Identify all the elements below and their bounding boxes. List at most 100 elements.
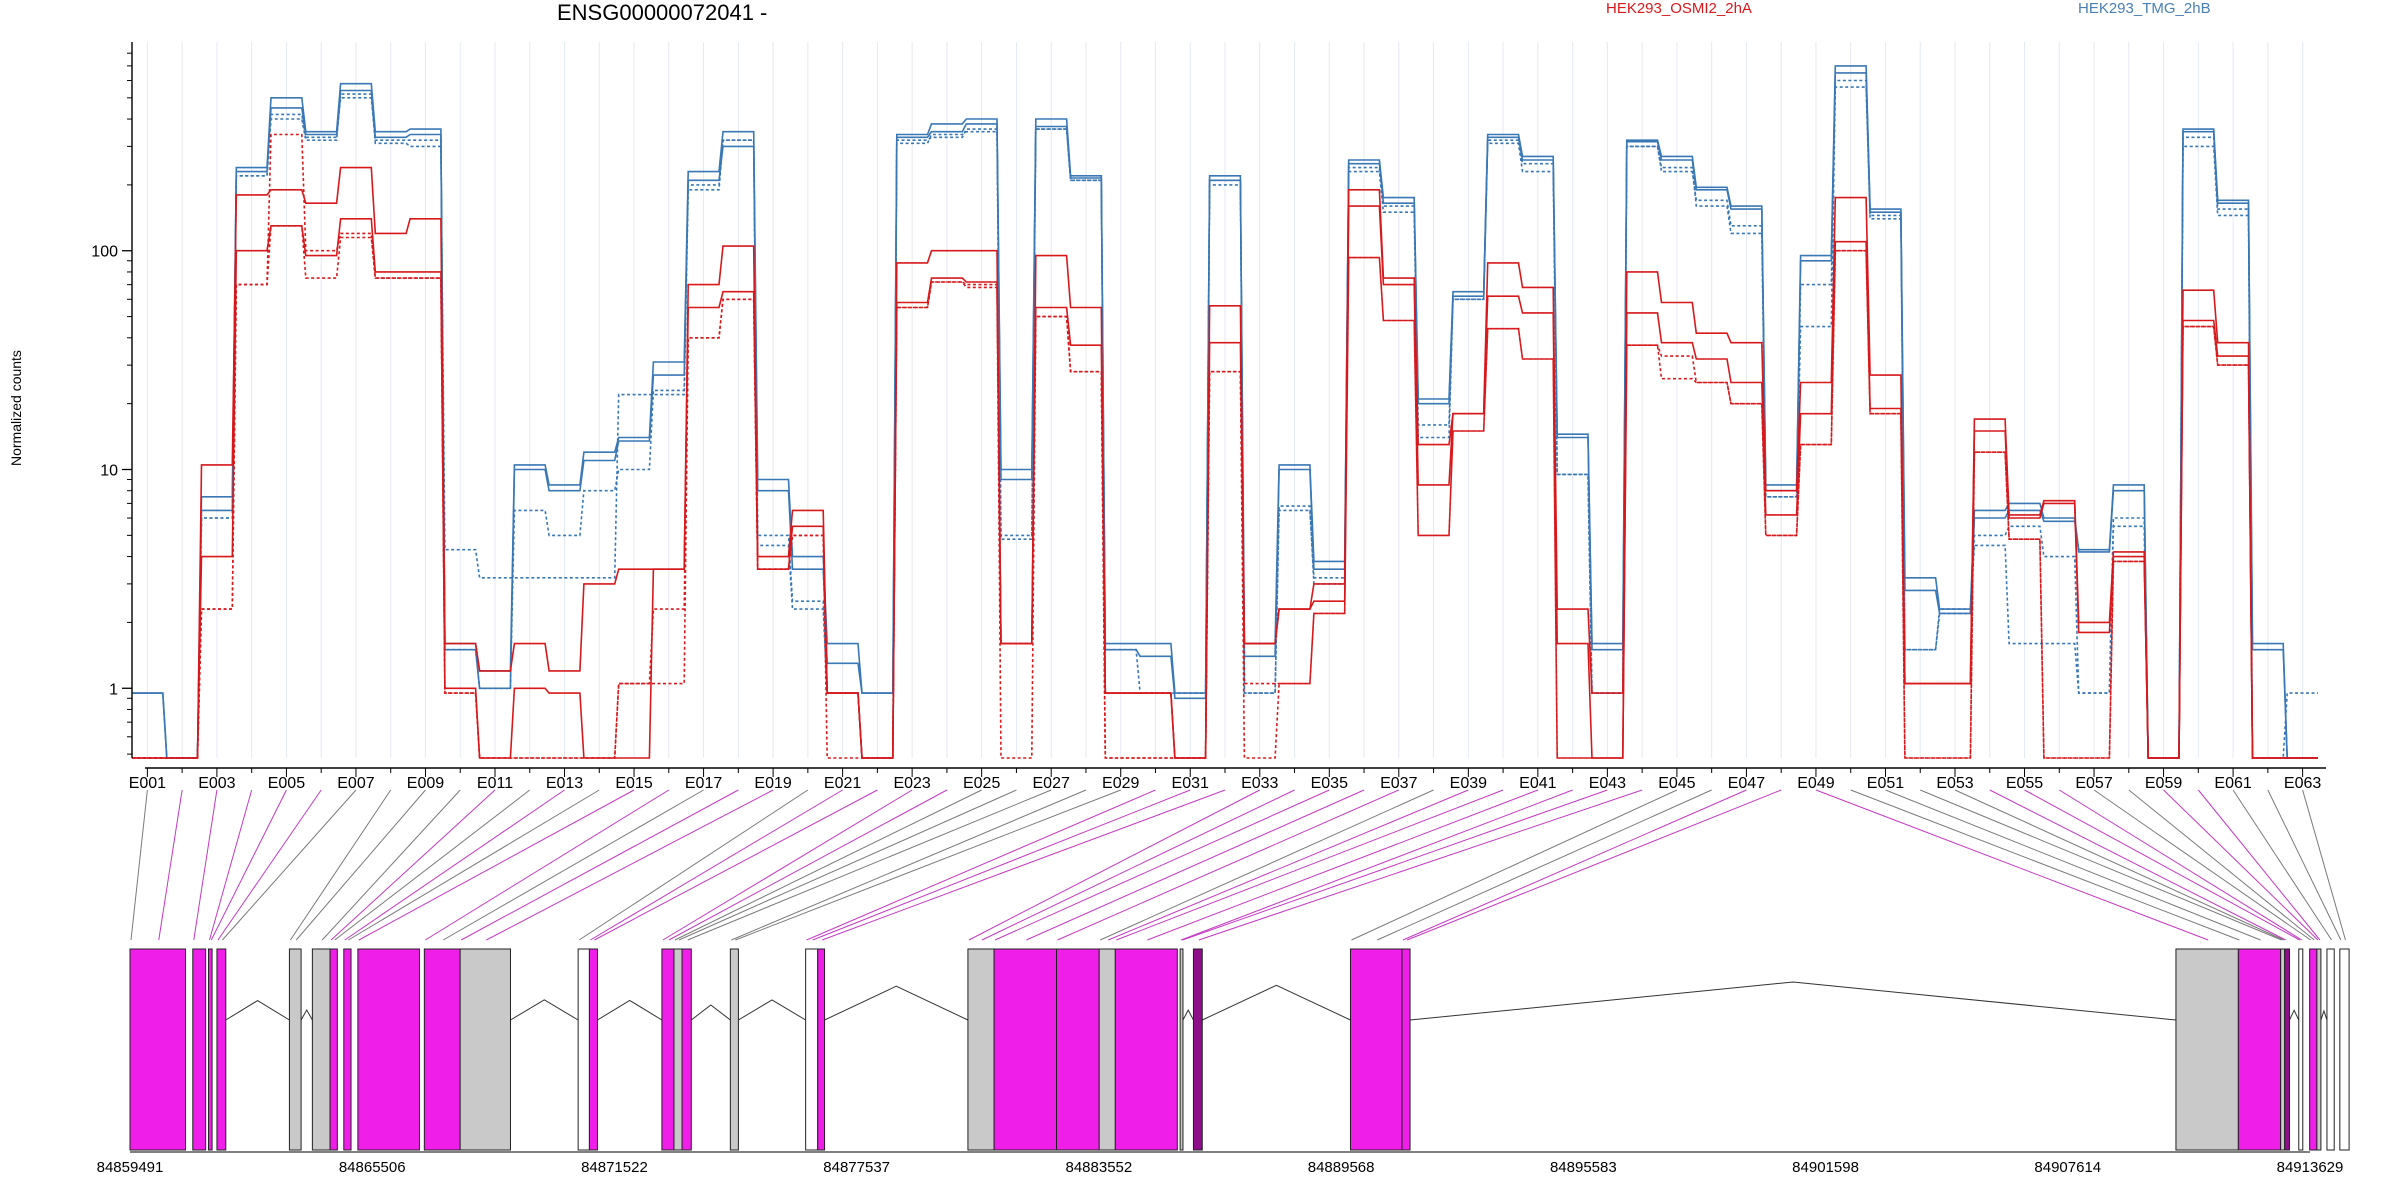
exon-connector <box>806 789 1156 941</box>
genomic-tick-label: 84889568 <box>1308 1159 1375 1176</box>
exon-connector <box>578 789 809 941</box>
exon-connector <box>1954 789 2284 941</box>
intron-line <box>1182 1009 1194 1021</box>
x-tick-label: E039 <box>1450 775 1487 792</box>
exon-connector <box>678 789 1017 941</box>
intron-line <box>690 1004 731 1021</box>
x-tick-label: E045 <box>1658 775 1695 792</box>
exon-connector <box>1989 789 2286 941</box>
x-tick-label: E047 <box>1728 775 1765 792</box>
exon-block <box>1401 948 1411 1151</box>
exon-connector <box>731 789 1087 941</box>
exon-connector <box>2302 789 2346 941</box>
exon-connector <box>1108 789 1469 941</box>
exon-block <box>2309 948 2318 1151</box>
x-tick-label: E057 <box>2075 775 2112 792</box>
genomic-tick-label: 84877537 <box>823 1159 890 1176</box>
exon-connector <box>594 789 878 941</box>
exon-connector <box>662 789 913 941</box>
exon-connector <box>668 789 948 941</box>
genomic-tick-label: 84901598 <box>1792 1159 1859 1176</box>
x-tick-label: E013 <box>546 775 583 792</box>
intron-line <box>738 999 806 1021</box>
exon-connector <box>442 789 704 941</box>
exon-connector <box>994 789 1330 941</box>
intron-line <box>1202 984 1351 1021</box>
exon-connector <box>425 789 670 941</box>
exon-block <box>343 948 352 1151</box>
exon-block <box>2316 948 2322 1151</box>
x-tick-label: E059 <box>2145 775 2182 792</box>
exon-block <box>673 948 683 1151</box>
exon-block <box>1192 948 1203 1151</box>
exon-connector <box>674 789 982 941</box>
exon-block <box>2326 948 2335 1151</box>
exon-connector <box>486 789 774 941</box>
genomic-tick-label: 84871522 <box>581 1159 648 1176</box>
exon-connector <box>2163 789 2319 941</box>
exon-block <box>661 948 675 1151</box>
exon-block <box>216 948 227 1151</box>
exon-connector <box>321 789 461 941</box>
exon-block <box>1114 948 1178 1151</box>
exon-connector <box>1377 789 1712 941</box>
exon-block <box>805 948 819 1151</box>
x-tick-label: E005 <box>268 775 305 792</box>
y-axis-label: Normalized counts <box>8 350 24 466</box>
exon-connector <box>290 789 392 941</box>
exon-block <box>459 948 511 1151</box>
exon-block <box>329 948 338 1151</box>
series-line-3 <box>132 79 2318 759</box>
exon-block <box>1349 948 1403 1151</box>
exon-connector <box>735 789 1121 941</box>
legend-entry-tmg: HEK293_TMG_2hB <box>2078 0 2211 17</box>
exon-connector <box>1182 789 1608 941</box>
exon-connector <box>1406 789 1782 941</box>
exon-connector <box>2024 789 2301 941</box>
x-tick-label: E055 <box>2006 775 2043 792</box>
exon-block <box>1056 948 1100 1151</box>
x-tick-label: E023 <box>893 775 930 792</box>
exon-connector <box>348 789 600 941</box>
genomic-axis: 84859491 84865506 84871522 84877537 84883552… <box>97 1151 2343 1176</box>
exon-connector <box>1180 789 1573 941</box>
exon-block <box>2175 948 2239 1151</box>
x-tick-label: E011 <box>477 775 513 792</box>
y-axis: 1 10 100 <box>91 42 133 758</box>
exon-block <box>423 948 461 1151</box>
exon-connector <box>1815 789 2209 941</box>
intron-line <box>2289 1009 2300 1021</box>
exon-connector <box>221 789 357 941</box>
exon-connector <box>590 789 843 941</box>
y-tick-label: 10 <box>100 463 118 480</box>
genomic-tick-label: 84883552 <box>1066 1159 1133 1176</box>
exon-block <box>357 948 420 1151</box>
exon-connector <box>2093 789 2311 941</box>
y-tick-label: 100 <box>91 244 118 261</box>
exon-block <box>129 948 187 1151</box>
series-line-4 <box>132 86 2318 759</box>
exon-block <box>288 948 302 1151</box>
exon-block <box>207 948 213 1151</box>
exon-block <box>967 948 995 1151</box>
exon-block <box>588 948 598 1151</box>
x-tick-label: E015 <box>615 775 652 792</box>
exon-connector <box>1198 789 1643 941</box>
exon-connector <box>295 789 426 941</box>
x-axis-exons: E001 E003 E005 E007 E009 E011 E013 E015 E017 E019… <box>129 767 2326 792</box>
exon-connector <box>193 789 218 941</box>
x-tick-label: E025 <box>963 775 1000 792</box>
exon-connector <box>2232 789 2332 941</box>
exon-connector <box>821 789 1226 941</box>
exon-connector <box>344 789 565 941</box>
x-tick-label: E049 <box>1797 775 1834 792</box>
exon-block <box>2339 948 2350 1151</box>
exon-connector <box>1116 789 1504 941</box>
series-line-8 <box>132 225 2318 759</box>
exon-block <box>681 948 692 1151</box>
legend-entry-osmi2: HEK293_OSMI2_2hA <box>1606 0 1752 17</box>
exon-block <box>1179 948 1184 1151</box>
exon-connector <box>687 789 1052 941</box>
exon-block <box>993 948 1058 1151</box>
